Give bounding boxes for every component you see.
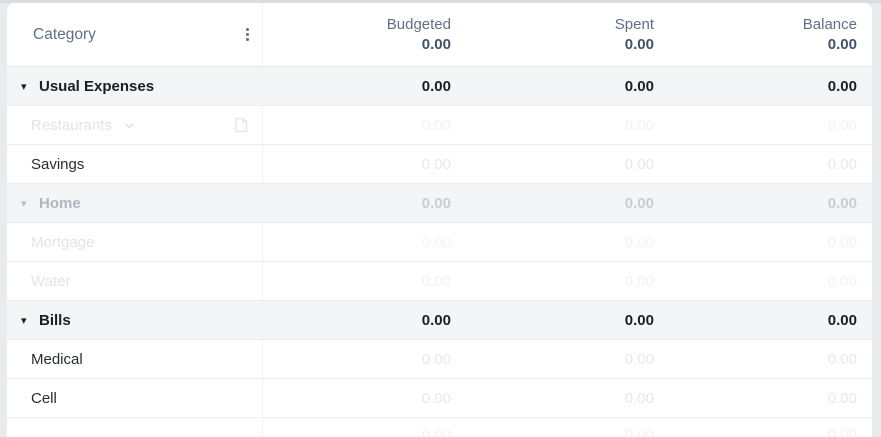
category-cell[interactable]: ▾ Usual Expenses [7, 67, 263, 105]
column-header-label: Spent [614, 16, 654, 33]
balance-cell[interactable]: 0.00 [827, 426, 857, 437]
spent-cell[interactable]: 0.00 [624, 311, 654, 329]
collapse-arrow-icon[interactable]: ▾ [21, 80, 27, 93]
category-label: Cell [31, 389, 57, 407]
category-cell[interactable]: Savings [7, 145, 263, 183]
row-home[interactable]: ▾ Home 0.00 0.00 0.00 [7, 184, 872, 223]
spent-cell[interactable]: 0.00 [624, 77, 654, 95]
category-header-cell: Category [7, 3, 263, 66]
category-cell[interactable]: Mortgage [7, 223, 263, 261]
column-header-label: Budgeted [386, 16, 451, 33]
collapse-arrow-icon[interactable]: ▾ [21, 314, 27, 327]
category-cell[interactable]: Water [7, 262, 263, 300]
budgeted-cell[interactable]: 0.00 [421, 311, 451, 329]
top-divider [0, 0, 881, 3]
category-label: Medical [31, 350, 83, 368]
balance-cell[interactable]: 0.00 [827, 272, 857, 290]
category-label: Home [39, 194, 81, 212]
note-icon[interactable] [234, 117, 248, 133]
category-cell[interactable]: Restaurants [7, 106, 263, 144]
column-header-budgeted: Budgeted 0.00 [263, 3, 466, 66]
category-cell[interactable] [7, 418, 263, 437]
spent-cell[interactable]: 0.00 [624, 389, 654, 407]
budgeted-cell[interactable]: 0.00 [421, 155, 451, 173]
balance-cell[interactable]: 0.00 [827, 155, 857, 173]
column-header-spent: Spent 0.00 [466, 3, 669, 66]
column-header-label: Balance [802, 16, 857, 33]
category-label: Water [31, 272, 71, 290]
category-label: Mortgage [31, 233, 95, 251]
table-header: Category Budgeted 0.00 Spent 0.00 Balanc… [7, 3, 872, 67]
row-mortgage[interactable]: Mortgage 0.00 0.00 0.00 [7, 223, 872, 262]
balance-cell[interactable]: 0.00 [827, 233, 857, 251]
spent-cell[interactable]: 0.00 [624, 350, 654, 368]
budgeted-cell[interactable]: 0.00 [421, 77, 451, 95]
category-cell[interactable]: ▾ Bills [7, 301, 263, 339]
budgeted-cell[interactable]: 0.00 [421, 350, 451, 368]
budgeted-cell[interactable]: 0.00 [421, 389, 451, 407]
category-label: Restaurants [31, 116, 112, 134]
row-partial[interactable]: 0.00 0.00 0.00 [7, 418, 872, 437]
balance-cell[interactable]: 0.00 [827, 194, 857, 212]
balance-cell[interactable]: 0.00 [827, 116, 857, 134]
collapse-arrow-icon[interactable]: ▾ [21, 197, 27, 210]
row-restaurants[interactable]: Restaurants 0.00 0.00 0.00 [7, 106, 872, 145]
spent-cell[interactable]: 0.00 [624, 194, 654, 212]
category-cell[interactable]: ▾ Home [7, 184, 263, 222]
column-total: 0.00 [421, 36, 451, 53]
spent-cell[interactable]: 0.00 [624, 233, 654, 251]
row-medical[interactable]: Medical 0.00 0.00 0.00 [7, 340, 872, 379]
column-total: 0.00 [827, 36, 857, 53]
spent-cell[interactable]: 0.00 [624, 272, 654, 290]
category-cell[interactable]: Medical [7, 340, 263, 378]
row-savings[interactable]: Savings 0.00 0.00 0.00 [7, 145, 872, 184]
category-label: Bills [39, 311, 71, 329]
column-header-balance: Balance 0.00 [669, 3, 872, 66]
spent-cell[interactable]: 0.00 [624, 155, 654, 173]
row-bills[interactable]: ▾ Bills 0.00 0.00 0.00 [7, 301, 872, 340]
column-total: 0.00 [624, 36, 654, 53]
category-cell[interactable]: Cell [7, 379, 263, 417]
kebab-menu-icon[interactable] [246, 28, 249, 41]
category-header-label: Category [33, 25, 96, 43]
category-label: Usual Expenses [39, 77, 155, 95]
balance-cell[interactable]: 0.00 [827, 311, 857, 329]
budgeted-cell[interactable]: 0.00 [421, 194, 451, 212]
budgeted-cell[interactable]: 0.00 [421, 272, 451, 290]
row-usual-expenses[interactable]: ▾ Usual Expenses 0.00 0.00 0.00 [7, 67, 872, 106]
budgeted-cell[interactable]: 0.00 [421, 426, 451, 437]
chevron-down-icon[interactable] [123, 119, 136, 132]
budget-category-table: Category Budgeted 0.00 Spent 0.00 Balanc… [7, 3, 872, 437]
budgeted-cell[interactable]: 0.00 [421, 116, 451, 134]
budgeted-cell[interactable]: 0.00 [421, 233, 451, 251]
row-cell[interactable]: Cell 0.00 0.00 0.00 [7, 379, 872, 418]
row-water[interactable]: Water 0.00 0.00 0.00 [7, 262, 872, 301]
balance-cell[interactable]: 0.00 [827, 350, 857, 368]
balance-cell[interactable]: 0.00 [827, 77, 857, 95]
category-label: Savings [31, 155, 85, 173]
spent-cell[interactable]: 0.00 [624, 426, 654, 437]
balance-cell[interactable]: 0.00 [827, 389, 857, 407]
spent-cell[interactable]: 0.00 [624, 116, 654, 134]
